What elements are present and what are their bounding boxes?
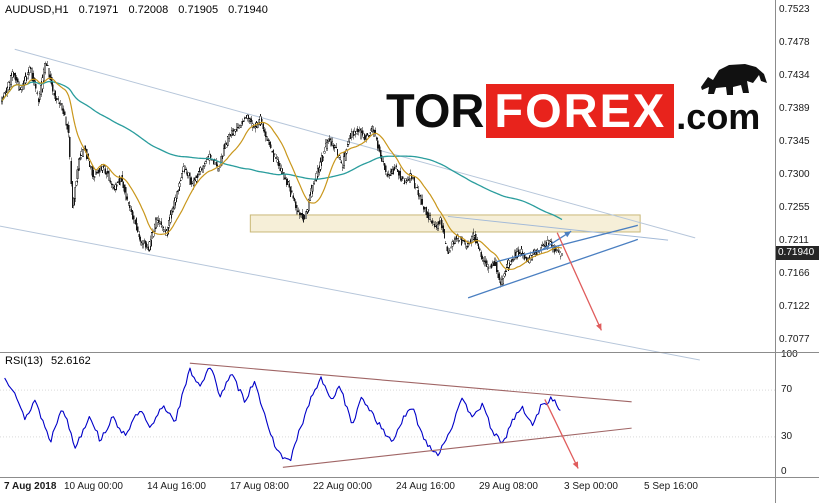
ohlc-close: 0.71940 <box>228 4 268 16</box>
price-tick-label: 0.7255 <box>779 202 810 214</box>
logo-text: TOR FOREX .com <box>386 80 788 138</box>
panel-separator <box>0 352 819 353</box>
ohlc-open: 0.71971 <box>78 4 119 16</box>
price-tick-label: 0.7211 <box>779 234 809 246</box>
logo-text-forex: FOREX <box>486 84 675 138</box>
rsi-value: 52.6162 <box>50 355 91 367</box>
rsi-tick-label: 70 <box>781 384 793 396</box>
price-scale-separator <box>775 0 776 503</box>
torforex-logo: TOR FOREX .com <box>386 64 788 148</box>
bear-icon <box>701 64 767 95</box>
price-tick-label: 0.7434 <box>779 69 810 81</box>
price-tick-label: 0.7166 <box>779 268 810 280</box>
logo-text-com: .com <box>676 96 761 137</box>
price-tick-label: 0.7345 <box>779 135 810 147</box>
rsi-name: RSI(13) <box>5 355 43 367</box>
time-scale-separator <box>0 477 819 478</box>
price-tick-label: 0.7122 <box>779 300 810 312</box>
time-tick-label: 24 Aug 16:00 <box>396 481 455 492</box>
price-tick-label: 0.7300 <box>779 169 810 180</box>
time-tick-label: 3 Sep 00:00 <box>564 481 618 492</box>
symbol-ohlc-label: AUDUSD,H1 0.71971 0.72008 0.71905 0.7194… <box>5 4 275 16</box>
time-tick-label: 14 Aug 16:00 <box>147 481 206 492</box>
rsi-tick-label: 0 <box>781 466 787 477</box>
rsi-tick-label: 100 <box>781 349 798 360</box>
time-tick-label: 22 Aug 00:00 <box>313 481 372 492</box>
logo-text-tor: TOR <box>386 84 485 137</box>
price-tick-label: 0.7077 <box>779 334 810 345</box>
price-tick-label: 0.7523 <box>779 4 810 15</box>
time-tick-label: 10 Aug 00:00 <box>64 481 123 492</box>
price-tick-label: 0.7478 <box>779 37 810 49</box>
symbol-timeframe: AUDUSD,H1 <box>5 4 69 16</box>
current-price-badge: 0.71940 <box>776 246 819 261</box>
time-tick-label: 5 Sep 16:00 <box>644 481 698 492</box>
ohlc-low: 0.71905 <box>178 4 219 16</box>
time-tick-label: 7 Aug 2018 <box>4 481 57 492</box>
rsi-tick-label: 30 <box>781 430 793 442</box>
price-tick-label: 0.7389 <box>779 103 810 115</box>
time-tick-label: 29 Aug 08:00 <box>479 481 538 492</box>
ohlc-high: 0.72008 <box>128 4 169 16</box>
time-tick-label: 17 Aug 08:00 <box>230 481 289 492</box>
rsi-indicator-label: RSI(13) 52.6162 <box>5 355 96 367</box>
